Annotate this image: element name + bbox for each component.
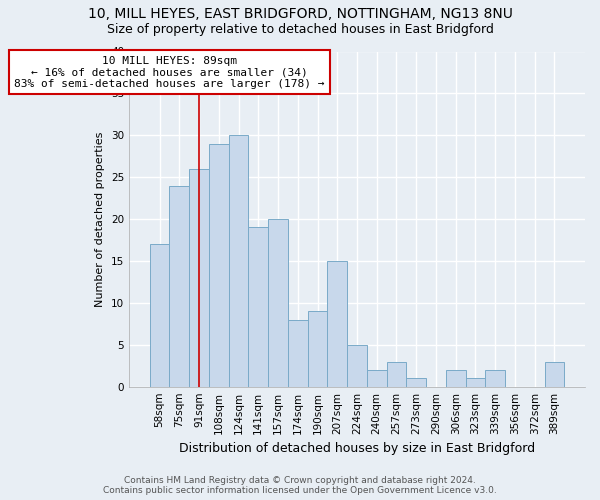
Bar <box>466 378 485 386</box>
Text: 10, MILL HEYES, EAST BRIDGFORD, NOTTINGHAM, NG13 8NU: 10, MILL HEYES, EAST BRIDGFORD, NOTTINGH… <box>88 8 512 22</box>
Bar <box>150 244 169 386</box>
Y-axis label: Number of detached properties: Number of detached properties <box>95 132 106 307</box>
Bar <box>209 144 229 386</box>
Bar <box>446 370 466 386</box>
Bar <box>189 169 209 386</box>
X-axis label: Distribution of detached houses by size in East Bridgford: Distribution of detached houses by size … <box>179 442 535 455</box>
Bar <box>288 320 308 386</box>
Bar <box>328 261 347 386</box>
Text: Size of property relative to detached houses in East Bridgford: Size of property relative to detached ho… <box>107 22 493 36</box>
Bar <box>169 186 189 386</box>
Bar <box>386 362 406 386</box>
Bar <box>308 312 328 386</box>
Bar <box>406 378 426 386</box>
Bar <box>347 345 367 387</box>
Text: Contains HM Land Registry data © Crown copyright and database right 2024.
Contai: Contains HM Land Registry data © Crown c… <box>103 476 497 495</box>
Bar <box>545 362 564 386</box>
Text: 10 MILL HEYES: 89sqm
← 16% of detached houses are smaller (34)
83% of semi-detac: 10 MILL HEYES: 89sqm ← 16% of detached h… <box>14 56 325 89</box>
Bar <box>485 370 505 386</box>
Bar <box>248 228 268 386</box>
Bar <box>229 136 248 386</box>
Bar <box>367 370 386 386</box>
Bar <box>268 219 288 386</box>
